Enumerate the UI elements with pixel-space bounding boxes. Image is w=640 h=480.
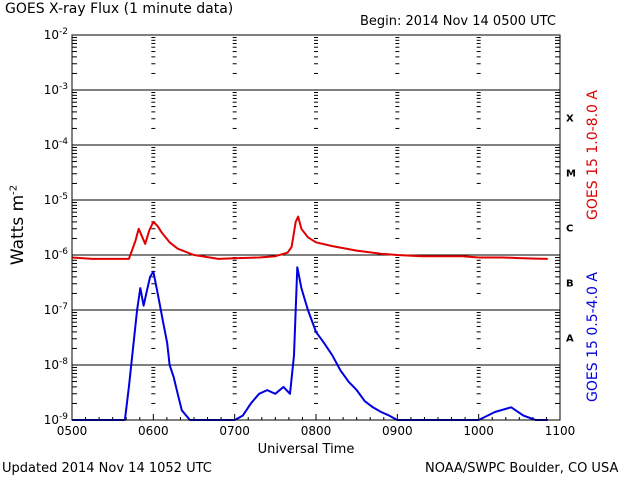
flare-class-labels: X M C B A	[566, 114, 576, 345]
flare-class-b: B	[566, 279, 574, 290]
flare-class-c: C	[566, 224, 573, 235]
begin-time-label: Begin: 2014 Nov 14 0500 UTC	[360, 14, 556, 29]
flare-class-x: X	[566, 114, 574, 125]
x-tick-labels: 0500 0600 0700 0800 0900 1000 1100	[57, 414, 576, 438]
chart-title: GOES X-ray Flux (1 minute data)	[5, 1, 234, 17]
x-tick-label: 1100	[545, 424, 576, 438]
y-tick-exponent: -2	[59, 27, 68, 37]
y-tick-base: 10	[44, 28, 59, 42]
y-tick-label: 10-8	[44, 357, 69, 372]
x-tick-label: 0600	[138, 424, 169, 438]
plot-frame	[71, 34, 561, 421]
y-tick-label: 10-3	[44, 82, 68, 97]
y-tick-exponent: -3	[59, 82, 68, 92]
x-tick-label: 1000	[463, 424, 494, 438]
flare-class-m: M	[566, 169, 576, 180]
y-tick-label: 10-2	[44, 27, 68, 42]
y-tick-base: 10	[44, 83, 59, 97]
y-tick-exponent: -4	[59, 137, 68, 147]
y-tick-exponent: -6	[59, 247, 68, 257]
x-axis-label: Universal Time	[257, 442, 355, 457]
series-line-long-wavelength	[71, 215, 548, 260]
credit-label: NOAA/SWPC Boulder, CO USA	[425, 461, 619, 476]
y-tick-base: 10	[44, 138, 59, 152]
y-tick-base: 10	[44, 303, 59, 317]
y-tick-exponent: -5	[59, 192, 68, 202]
y-tick-exponent: -7	[59, 302, 68, 312]
y-tick-label: 10-6	[44, 247, 69, 262]
y-tick-base: 10	[44, 193, 59, 207]
y-tick-exponent: -9	[59, 412, 68, 422]
minor-ticks	[151, 37, 481, 404]
grid	[72, 37, 560, 404]
y-tick-base: 10	[44, 413, 59, 427]
y-tick-labels: 10-210-310-410-510-610-710-810-9	[44, 27, 69, 427]
flare-class-a: A	[566, 334, 574, 345]
y-tick-exponent: -8	[59, 357, 68, 367]
y-tick-label: 10-4	[44, 137, 69, 152]
x-tick-label: 0800	[301, 424, 332, 438]
y-tick-base: 10	[44, 358, 59, 372]
y-tick-label: 10-7	[44, 302, 68, 317]
x-tick-label: 0900	[382, 424, 413, 438]
y-tick-label: 10-9	[44, 412, 69, 427]
y-tick-base: 10	[44, 248, 59, 262]
x-tick-label: 0700	[219, 424, 250, 438]
y-tick-label: 10-5	[44, 192, 68, 207]
x-tick-label: 0500	[57, 424, 88, 438]
updated-timestamp: Updated 2014 Nov 14 1052 UTC	[2, 461, 212, 476]
series-line-short-wavelength	[72, 266, 548, 421]
series-lines	[71, 215, 548, 421]
